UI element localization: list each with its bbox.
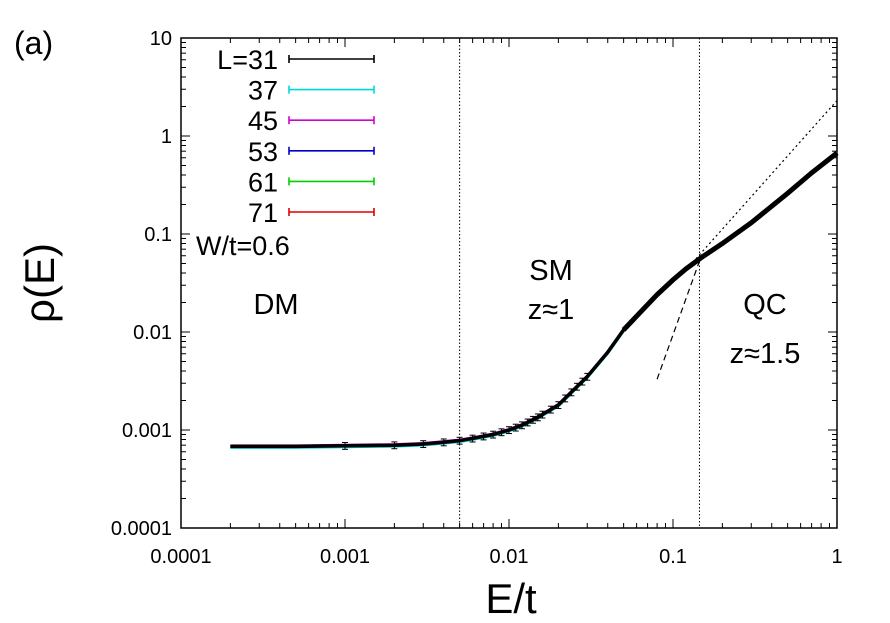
fit-line-dotted — [685, 100, 838, 271]
x-axis-label: E/t — [485, 575, 537, 622]
region-label-dm: DM — [253, 289, 298, 321]
y-axis-label: ρ(E) — [16, 243, 63, 323]
panel-label: (a) — [14, 25, 53, 61]
region-label-qc: QC — [743, 289, 787, 321]
region-label-sm: SM — [529, 255, 573, 287]
series-line-0-thick — [621, 151, 839, 332]
y-tick-label: 0.01 — [133, 322, 172, 344]
x-tick-label: 0.0001 — [150, 546, 211, 568]
legend-parameter: W/t=0.6 — [196, 231, 290, 261]
legend-label: 71 — [248, 198, 278, 228]
legend-label: 45 — [248, 106, 278, 136]
x-tick-label: 1 — [831, 546, 842, 568]
legend-label: 53 — [248, 137, 278, 167]
x-tick-label: 0.01 — [490, 546, 529, 568]
plot-area — [180, 37, 839, 529]
x-tick-label: 0.001 — [320, 546, 370, 568]
y-tick-label: 0.1 — [144, 224, 172, 246]
y-tick-label: 10 — [150, 28, 172, 50]
region-exponent-qc: z≈1.5 — [730, 338, 801, 370]
legend-label: 37 — [248, 76, 278, 106]
y-tick-label: 0.001 — [122, 420, 172, 442]
legend-label: 61 — [248, 167, 278, 197]
legend-label: L=31 — [217, 45, 278, 75]
plot-frame — [180, 37, 838, 529]
fit-line-dashed — [656, 254, 703, 380]
y-tick-label: 1 — [161, 126, 172, 148]
x-tick-label: 0.1 — [659, 546, 687, 568]
y-tick-label: 0.0001 — [111, 518, 172, 540]
region-exponent-sm: z≈1 — [528, 294, 575, 326]
